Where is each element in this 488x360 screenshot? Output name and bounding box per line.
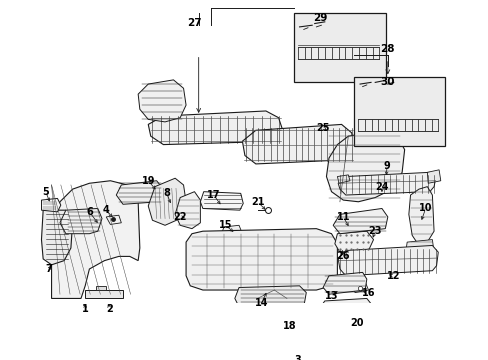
Polygon shape [326, 130, 404, 202]
Text: 13: 13 [324, 291, 338, 301]
Text: 20: 20 [349, 318, 363, 328]
Text: 17: 17 [206, 190, 220, 200]
Polygon shape [148, 178, 186, 225]
Polygon shape [234, 286, 305, 311]
Text: 9: 9 [383, 161, 389, 171]
Polygon shape [242, 125, 353, 164]
Polygon shape [338, 246, 437, 276]
Text: 26: 26 [336, 251, 349, 261]
Text: 7: 7 [45, 264, 52, 274]
Polygon shape [186, 229, 337, 290]
Polygon shape [138, 80, 186, 122]
Text: 19: 19 [141, 176, 155, 186]
Bar [293, 13, 386, 82]
Text: 21: 21 [250, 197, 264, 207]
Text: 4: 4 [102, 205, 109, 215]
Polygon shape [351, 282, 368, 293]
Polygon shape [323, 273, 366, 294]
Text: 8: 8 [163, 188, 170, 198]
Text: 29: 29 [313, 13, 327, 23]
Text: 5: 5 [42, 187, 49, 197]
Text: 24: 24 [374, 182, 388, 192]
Text: 23: 23 [368, 226, 381, 236]
Polygon shape [427, 170, 440, 183]
Text: 25: 25 [316, 123, 329, 133]
Text: 3: 3 [294, 355, 301, 360]
Text: 11: 11 [336, 212, 349, 222]
Polygon shape [148, 111, 282, 145]
Polygon shape [264, 324, 305, 353]
Polygon shape [85, 290, 123, 298]
Polygon shape [332, 208, 387, 234]
Text: 18: 18 [282, 321, 296, 331]
Text: 27: 27 [187, 18, 202, 28]
Polygon shape [175, 192, 200, 229]
Bar [353, 77, 444, 146]
Polygon shape [334, 231, 373, 252]
Text: 10: 10 [418, 203, 431, 213]
Text: 22: 22 [173, 212, 186, 222]
Polygon shape [41, 210, 72, 265]
Text: 16: 16 [361, 288, 374, 298]
Text: 15: 15 [219, 220, 232, 230]
Polygon shape [285, 304, 311, 329]
Polygon shape [41, 198, 61, 212]
Polygon shape [51, 181, 140, 298]
Text: 30: 30 [380, 77, 394, 87]
Polygon shape [337, 175, 349, 183]
Polygon shape [200, 192, 243, 210]
Polygon shape [408, 186, 433, 246]
Text: 28: 28 [380, 44, 394, 54]
Text: 6: 6 [86, 207, 93, 217]
Polygon shape [405, 240, 433, 254]
Polygon shape [116, 181, 163, 204]
Polygon shape [318, 298, 373, 329]
Text: 1: 1 [81, 304, 88, 314]
Polygon shape [60, 208, 102, 234]
Text: 14: 14 [254, 298, 268, 308]
Polygon shape [338, 172, 435, 195]
Text: 12: 12 [386, 271, 400, 281]
Polygon shape [222, 225, 242, 237]
Polygon shape [106, 215, 121, 224]
Text: 2: 2 [106, 304, 113, 314]
Polygon shape [96, 286, 106, 290]
